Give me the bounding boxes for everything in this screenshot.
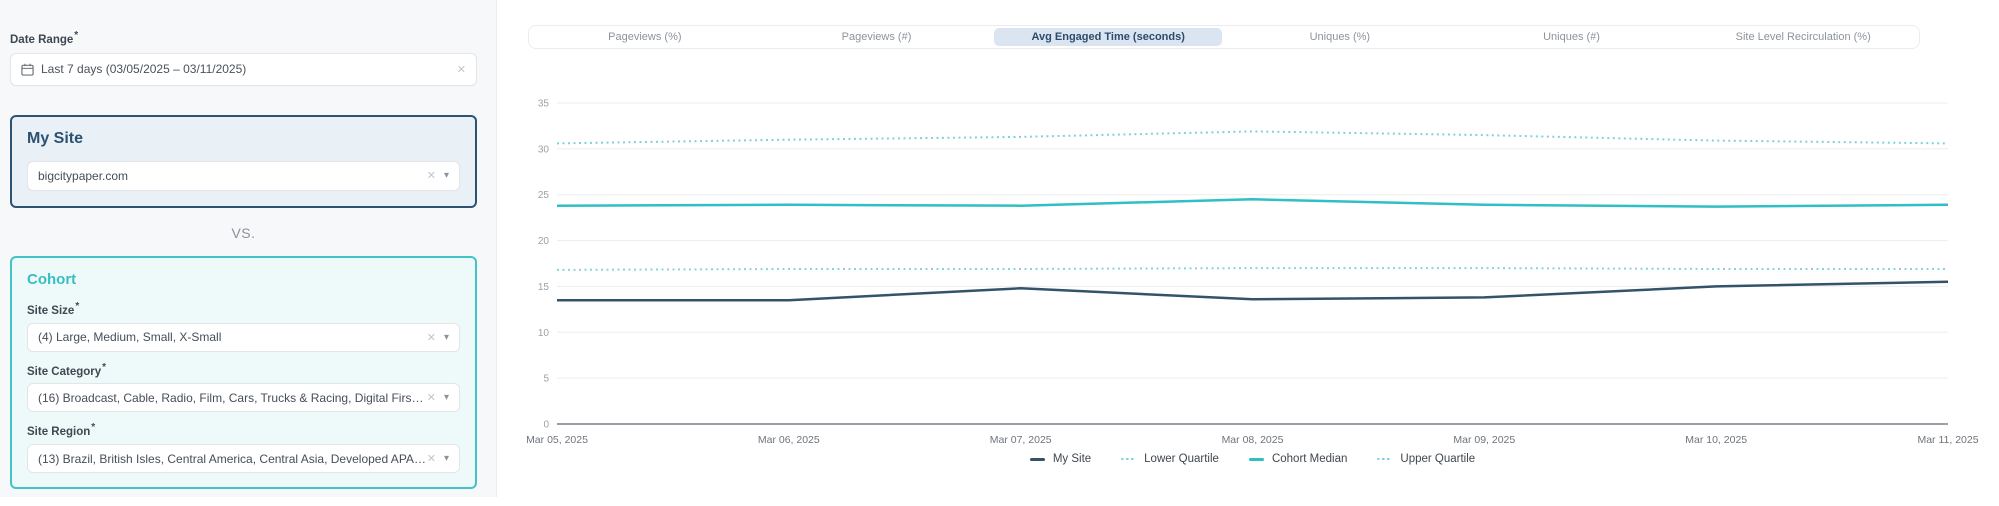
- site-category-label-text: Site Category: [27, 365, 102, 378]
- vs-divider: VS.: [231, 224, 256, 241]
- tab-uniques[interactable]: Uniques (#): [1543, 31, 1600, 43]
- tab-pageviews[interactable]: Pageviews (#): [841, 31, 912, 43]
- series-line-cohort-median[interactable]: [556, 198, 1949, 208]
- series-line-upper-quartile[interactable]: [556, 130, 1949, 145]
- y-axis-tick-label: 10: [538, 328, 550, 339]
- required-asterisk: *: [91, 422, 96, 434]
- x-axis-tick-label: Mar 10, 2025: [1685, 434, 1747, 446]
- y-axis-tick-label: 30: [538, 144, 550, 155]
- chevron-down-icon[interactable]: ▾: [443, 453, 449, 465]
- site-category-select[interactable]: (16) Broadcast, Cable, Radio, Film, Cars…: [27, 383, 460, 413]
- metric-tabs: Pageviews (%) Pageviews (#) Avg Engaged Ti…: [528, 25, 1920, 49]
- site-size-label: Site Size*: [27, 301, 460, 317]
- date-range-value: Last 7 days (03/05/2025 – 03/11/2025): [41, 62, 247, 77]
- legend-label: Upper Quartile: [1400, 453, 1476, 465]
- legend-item-cohort-median[interactable]: Cohort Median: [1248, 453, 1348, 465]
- tab-site-level-recirculation[interactable]: Site Level Recirculation (%): [1735, 31, 1871, 43]
- site-region-label-text: Site Region: [27, 426, 91, 439]
- x-axis-tick-label: Mar 06, 2025: [758, 434, 820, 446]
- site-category-clear-icon[interactable]: ✕: [426, 392, 436, 405]
- x-axis-tick-label: Mar 07, 2025: [990, 434, 1052, 446]
- tab-uniques[interactable]: Uniques (%): [1309, 31, 1371, 43]
- site-size-select[interactable]: (4) Large, Medium, Small, X-Small ✕ ▾: [27, 322, 460, 352]
- x-axis-tick-label: Mar 11, 2025: [1917, 434, 1978, 446]
- date-range-input[interactable]: Last 7 days (03/05/2025 – 03/11/2025) ✕: [10, 52, 477, 86]
- tab-avg-engaged-time-seconds[interactable]: Avg Engaged Time (seconds): [994, 28, 1223, 46]
- site-size-clear-icon[interactable]: ✕: [426, 331, 436, 344]
- x-axis-tick-label: Mar 05, 2025: [526, 434, 588, 446]
- y-axis-tick-label: 0: [543, 420, 549, 431]
- cohort-title: Cohort: [27, 270, 77, 288]
- chart-card: Pageviews (%) Pageviews (#) Avg Engaged Ti…: [497, 0, 1999, 497]
- site-size-label-text: Site Size: [27, 304, 75, 317]
- calendar-icon: [21, 63, 34, 76]
- legend-label: Lower Quartile: [1144, 453, 1219, 465]
- y-axis-tick-label: 35: [538, 99, 550, 110]
- solid-line-swatch-icon: [1248, 457, 1264, 461]
- site-region-select[interactable]: (13) Brazil, British Isles, Central Amer…: [27, 444, 460, 474]
- engagement-chart: 0 5 10 15 20 25 30 35 Mar 05, 2025 Mar 06, 2025 Ma…: [526, 99, 1979, 447]
- tab-pageviews[interactable]: Pageviews (%): [608, 31, 682, 43]
- site-category-field: Site Category* (16) Broadcast, Cable, Ra…: [27, 362, 460, 413]
- y-axis-tick-label: 5: [543, 374, 549, 385]
- required-asterisk: *: [75, 300, 80, 312]
- chevron-down-icon[interactable]: ▾: [443, 331, 449, 343]
- y-axis-tick-label: 20: [538, 236, 550, 247]
- my-site-panel: My Site bigcitypaper.com ✕ ▾: [10, 114, 477, 208]
- site-region-clear-icon[interactable]: ✕: [426, 453, 436, 466]
- solid-line-swatch-icon: [1029, 457, 1045, 461]
- my-site-clear-icon[interactable]: ✕: [426, 170, 436, 183]
- my-site-select-value: bigcitypaper.com: [38, 168, 129, 183]
- chevron-down-icon[interactable]: ▾: [443, 170, 449, 182]
- site-category-select-value: (16) Broadcast, Cable, Radio, Film, Cars…: [38, 390, 427, 405]
- x-axis-tick-label: Mar 08, 2025: [1222, 434, 1284, 446]
- y-axis-tick-label: 25: [538, 190, 550, 201]
- dotted-line-swatch-icon: [1377, 457, 1393, 461]
- site-size-select-value: (4) Large, Medium, Small, X-Small: [38, 330, 222, 345]
- legend-item-upper-quartile[interactable]: Upper Quartile: [1377, 453, 1475, 465]
- dotted-line-swatch-icon: [1121, 457, 1137, 461]
- chevron-down-icon[interactable]: ▾: [443, 392, 449, 404]
- site-category-label: Site Category*: [27, 362, 460, 378]
- legend-item-my-site[interactable]: My Site: [1029, 453, 1092, 465]
- series-line-lower-quartile[interactable]: [556, 267, 1948, 271]
- site-region-select-value: (13) Brazil, British Isles, Central Amer…: [38, 451, 427, 466]
- site-region-label: Site Region*: [27, 422, 460, 438]
- cohort-panel: Cohort Site Size* (4) Large, Medium, Sma…: [10, 255, 477, 490]
- x-axis-tick-label: Mar 09, 2025: [1453, 434, 1515, 446]
- site-region-field: Site Region* (13) Brazil, British Isles,…: [27, 422, 460, 474]
- legend-label: Cohort Median: [1271, 453, 1348, 465]
- date-range-label-text: Date Range: [10, 33, 74, 46]
- date-range-label: Date Range*: [10, 30, 477, 46]
- legend-label: My Site: [1052, 453, 1092, 465]
- chart-legend: My Site Lower Quartile Cohort Median Upper …: [557, 453, 1948, 465]
- series-line-my-site[interactable]: [557, 280, 1949, 302]
- my-site-select[interactable]: bigcitypaper.com ✕ ▾: [27, 160, 460, 191]
- date-range-clear-icon[interactable]: ✕: [456, 63, 466, 76]
- required-asterisk: *: [74, 30, 79, 41]
- y-axis-tick-label: 15: [538, 282, 550, 293]
- my-site-title: My Site: [27, 129, 84, 147]
- filters-sidebar: Date Range* Last 7 days (03/05/2025 – 03…: [0, 0, 497, 497]
- legend-item-lower-quartile[interactable]: Lower Quartile: [1121, 453, 1219, 465]
- required-asterisk: *: [102, 361, 107, 373]
- site-size-field: Site Size* (4) Large, Medium, Small, X-S…: [27, 301, 460, 352]
